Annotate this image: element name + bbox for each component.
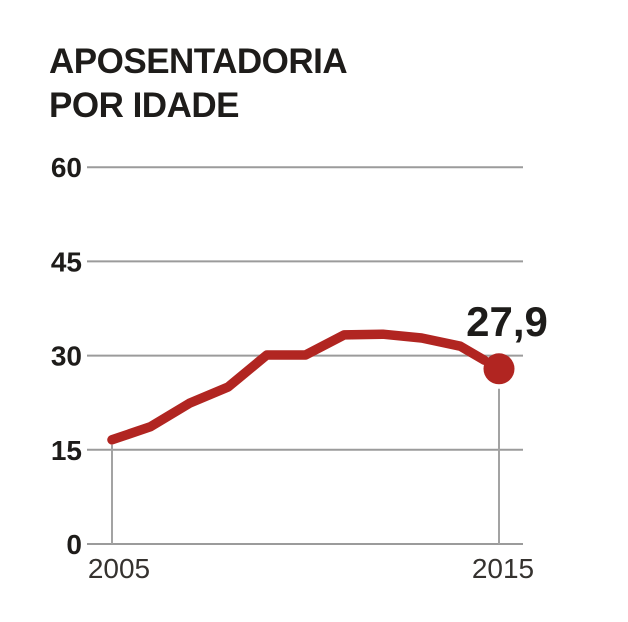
chart-title: APOSENTADORIA POR IDADE [49,40,348,128]
y-axis-tick-label: 30 [51,341,82,372]
data-line-series [107,329,490,445]
x-axis-tick-label: 2015 [472,553,534,584]
y-axis-tick-label: 60 [51,152,82,183]
data-series-group [107,329,515,445]
y-axis-tick-label: 45 [51,246,82,277]
chart-title-line1: APOSENTADORIA [49,42,348,81]
x-axis-tick-label: 2005 [88,553,150,584]
year-guide-lines-group [111,388,500,544]
endpoint-value-label: 27,9 [466,298,548,345]
endpoint-dot [483,353,515,385]
y-axis-tick-label: 15 [51,435,82,466]
y-axis-tick-label: 0 [66,529,82,560]
chart-title-line2: POR IDADE [49,86,239,125]
